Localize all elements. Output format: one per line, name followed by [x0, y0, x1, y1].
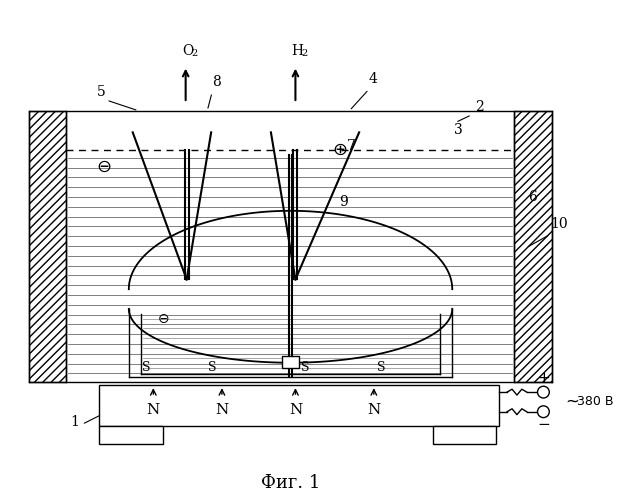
Text: 380 В: 380 В: [577, 396, 613, 408]
Text: +: +: [537, 371, 550, 386]
Circle shape: [538, 386, 549, 398]
Text: 2: 2: [192, 50, 198, 58]
Text: N: N: [367, 403, 381, 417]
Bar: [29, 111, 66, 382]
Text: N: N: [289, 403, 302, 417]
Text: S: S: [208, 361, 216, 374]
Text: ⊖: ⊖: [97, 158, 112, 176]
Circle shape: [538, 406, 549, 417]
Text: Фиг. 1: Фиг. 1: [261, 474, 320, 492]
Text: −: −: [537, 417, 550, 432]
Text: 9: 9: [340, 195, 348, 209]
Bar: [433, 426, 497, 444]
Text: S: S: [142, 361, 151, 374]
Text: H: H: [291, 44, 303, 58]
Text: 3: 3: [454, 124, 463, 138]
Bar: [514, 111, 552, 382]
Text: 1: 1: [70, 416, 79, 430]
Text: 2: 2: [475, 100, 484, 114]
Text: ⊖: ⊖: [157, 312, 169, 326]
Bar: [514, 111, 552, 382]
Text: 4: 4: [369, 72, 378, 86]
Bar: [29, 111, 66, 382]
Text: N: N: [215, 403, 229, 417]
Text: S: S: [378, 361, 386, 374]
Text: ~: ~: [565, 393, 579, 411]
Bar: [99, 426, 163, 444]
Text: 7: 7: [347, 139, 355, 153]
Text: 2: 2: [301, 50, 308, 58]
Text: O: O: [182, 44, 193, 58]
Bar: [281, 356, 299, 368]
Bar: [99, 386, 499, 426]
Text: 5: 5: [97, 85, 105, 99]
Text: 6: 6: [528, 190, 536, 204]
Text: 8: 8: [212, 76, 221, 90]
Text: S: S: [301, 361, 309, 374]
Text: ⊕: ⊕: [332, 141, 347, 159]
Text: 10: 10: [551, 218, 568, 232]
Text: N: N: [147, 403, 160, 417]
